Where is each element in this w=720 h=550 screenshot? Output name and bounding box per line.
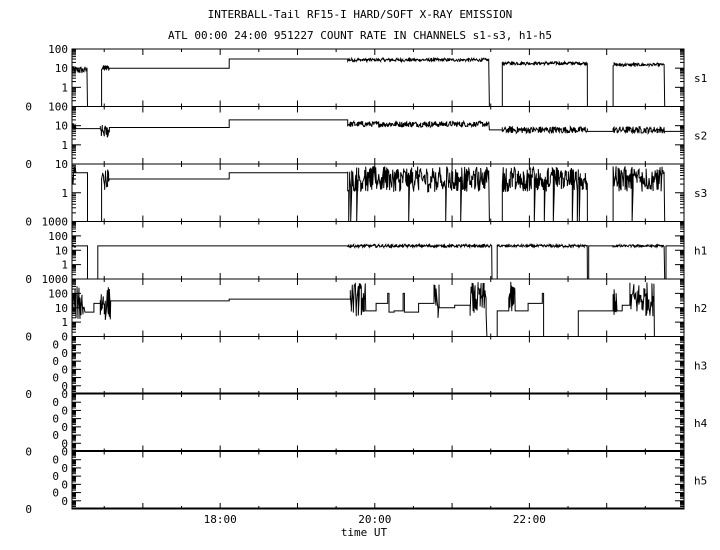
channel-label-h5: h5 — [694, 474, 707, 487]
y-tick-label-h5: 0 — [25, 503, 32, 516]
panel-frame-s3 — [71, 163, 685, 222]
y-tick-label-h1: 100 — [48, 230, 68, 243]
y-tick-label-s3: 0 — [25, 216, 32, 229]
y-tick-label-h3: 0 — [52, 372, 59, 385]
channel-label-s1: s1 — [694, 72, 707, 85]
panel-frame-h4 — [71, 393, 685, 452]
y-tick-label-h3: 0 — [61, 363, 68, 376]
y-tick-label-h1: 1 — [61, 259, 68, 272]
y-tick-label-h2: 100 — [48, 287, 68, 300]
y-tick-label-s3: 1 — [61, 187, 68, 200]
panel-frame-h5 — [71, 451, 685, 510]
y-tick-label-h5: 0 — [61, 495, 68, 508]
y-tick-label-s1: 10 — [55, 62, 68, 75]
channel-label-s3: s3 — [694, 187, 707, 200]
y-tick-label-h4: 0 — [52, 396, 59, 409]
panel-frame-h3 — [71, 336, 685, 395]
y-tick-label-h1: 1000 — [42, 216, 69, 229]
y-tick-label-h5: 0 — [52, 487, 59, 500]
y-tick-label-h4: 0 — [61, 404, 68, 417]
series-line-h2 — [71, 281, 684, 337]
x-axis-label: time UT — [341, 526, 388, 539]
y-tick-label-h2: 0 — [25, 331, 32, 344]
y-tick-label-h3: 0 — [61, 347, 68, 360]
y-tick-label-h3: 0 — [61, 331, 68, 344]
y-tick-label-h3: 0 — [61, 380, 68, 393]
y-tick-label-h3: 0 — [52, 355, 59, 368]
series-line-s2 — [71, 119, 684, 138]
x-tick-label: 22:00 — [513, 513, 546, 526]
y-tick-label-s2: 1 — [61, 139, 68, 152]
chart-title: INTERBALL-Tail RF15-I HARD/SOFT X-RAY EM… — [207, 8, 513, 21]
series-line-s1 — [71, 56, 684, 107]
y-tick-label-h4: 0 — [61, 388, 68, 401]
channel-label-h4: h4 — [694, 417, 708, 430]
y-tick-label-s2: 0 — [25, 158, 32, 171]
series-line-s3 — [71, 166, 684, 222]
y-tick-label-s1: 0 — [25, 101, 32, 114]
y-tick-label-s1: 1 — [61, 81, 68, 94]
y-tick-label-h5: 0 — [52, 454, 59, 467]
y-tick-label-h2: 1 — [61, 316, 68, 329]
y-tick-label-h5: 0 — [61, 446, 68, 459]
y-tick-label-h2: 10 — [55, 302, 68, 315]
series-line-h1 — [71, 242, 684, 280]
panel-frame-s2 — [71, 106, 685, 165]
y-tick-label-h5: 0 — [61, 478, 68, 491]
panel-frame-s1 — [71, 48, 685, 107]
y-tick-label-h3: 0 — [25, 388, 32, 401]
y-tick-label-h4: 0 — [52, 413, 59, 426]
x-tick-label: 18:00 — [204, 513, 237, 526]
chart-subtitle: ATL 00:00 24:00 951227 COUNT RATE IN CHA… — [167, 29, 553, 42]
y-tick-label-h2: 1000 — [42, 273, 69, 286]
channel-label-s2: s2 — [694, 129, 707, 142]
y-tick-label-h4: 0 — [61, 421, 68, 434]
y-tick-label-h5: 0 — [61, 462, 68, 475]
y-tick-label-h4: 0 — [25, 446, 32, 459]
y-tick-label-s2: 10 — [55, 120, 68, 133]
x-tick-label: 20:00 — [358, 513, 391, 526]
y-tick-label-h5: 0 — [52, 470, 59, 483]
y-tick-label-h1: 10 — [55, 244, 68, 257]
panel-frame-h1 — [71, 221, 685, 280]
y-tick-label-s3: 10 — [55, 158, 68, 171]
y-tick-label-h4: 0 — [61, 437, 68, 450]
y-tick-label-h3: 0 — [52, 339, 59, 352]
channel-label-h3: h3 — [694, 359, 707, 372]
y-tick-label-h1: 0 — [25, 273, 32, 286]
panel-frame-h2 — [71, 278, 685, 337]
channel-label-h2: h2 — [694, 302, 707, 315]
y-tick-label-h4: 0 — [52, 429, 59, 442]
channel-label-h1: h1 — [694, 244, 707, 257]
y-tick-label-s2: 100 — [48, 101, 68, 114]
y-tick-label-s1: 100 — [48, 43, 68, 56]
